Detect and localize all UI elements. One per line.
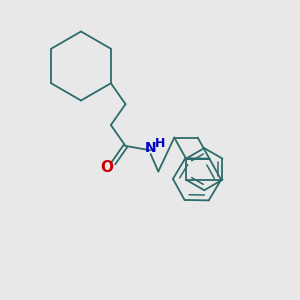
Text: N: N xyxy=(145,141,156,155)
Text: H: H xyxy=(155,137,166,150)
Text: O: O xyxy=(100,160,113,175)
